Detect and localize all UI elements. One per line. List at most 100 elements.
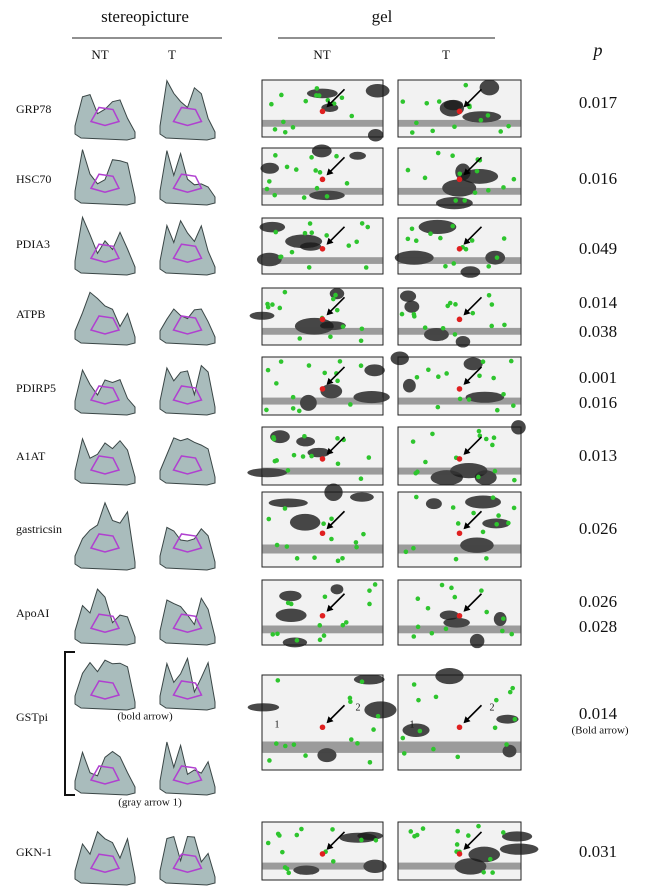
p-value: 0.016 bbox=[579, 393, 617, 412]
green-dot bbox=[502, 323, 507, 328]
green-dot bbox=[335, 379, 340, 384]
gel-spot bbox=[250, 312, 275, 320]
header-t: T bbox=[442, 47, 450, 62]
gel-spot bbox=[349, 152, 366, 160]
green-dot bbox=[321, 521, 326, 526]
gel-spot bbox=[368, 129, 383, 141]
green-dot bbox=[281, 120, 286, 125]
green-dot bbox=[445, 304, 450, 309]
green-dot bbox=[462, 198, 467, 203]
green-dot bbox=[371, 727, 376, 732]
green-dot bbox=[303, 753, 308, 758]
gel-image bbox=[261, 145, 383, 205]
green-dot bbox=[495, 255, 500, 260]
green-dot bbox=[345, 181, 350, 186]
green-dot bbox=[346, 243, 351, 248]
gel-image bbox=[262, 822, 387, 880]
green-dot bbox=[317, 623, 322, 628]
green-dot bbox=[274, 741, 279, 746]
green-dot bbox=[410, 130, 415, 135]
green-dot bbox=[355, 741, 360, 746]
stereo-plot bbox=[75, 439, 135, 485]
green-dot bbox=[411, 634, 416, 639]
green-dot bbox=[272, 193, 277, 198]
green-dot bbox=[273, 127, 278, 132]
green-dot bbox=[283, 130, 288, 135]
p-value: 0.014 bbox=[579, 293, 618, 312]
green-dot bbox=[360, 679, 365, 684]
green-dot bbox=[510, 686, 515, 691]
red-dot bbox=[320, 530, 326, 536]
gel-spot bbox=[364, 701, 396, 718]
green-dot bbox=[494, 698, 499, 703]
green-dot bbox=[277, 306, 282, 311]
green-dot bbox=[303, 99, 308, 104]
red-dot bbox=[457, 456, 463, 462]
green-dot bbox=[338, 359, 343, 364]
gel-background bbox=[398, 492, 521, 567]
gel-spot bbox=[283, 638, 307, 648]
green-dot bbox=[402, 751, 407, 756]
green-dot bbox=[453, 332, 458, 337]
green-dot bbox=[449, 586, 454, 591]
red-dot bbox=[320, 613, 326, 619]
gel-spot bbox=[261, 163, 279, 174]
p-value: 0.028 bbox=[579, 617, 617, 636]
green-dot bbox=[297, 409, 302, 414]
gel-band bbox=[398, 863, 521, 870]
green-dot bbox=[426, 606, 431, 611]
green-dot bbox=[317, 93, 322, 98]
green-dot bbox=[322, 371, 327, 376]
gel-spot bbox=[404, 301, 419, 313]
green-dot bbox=[275, 543, 280, 548]
green-dot bbox=[491, 495, 496, 500]
green-dot bbox=[280, 850, 285, 855]
stereo-plot bbox=[160, 81, 215, 140]
gel-image bbox=[398, 492, 521, 567]
green-dot bbox=[273, 459, 278, 464]
green-dot bbox=[512, 177, 517, 182]
green-dot bbox=[444, 371, 449, 376]
green-dot bbox=[360, 221, 365, 226]
green-dot bbox=[456, 521, 461, 526]
green-dot bbox=[279, 93, 284, 98]
green-dot bbox=[265, 302, 270, 307]
green-dot bbox=[414, 121, 419, 126]
gel-band bbox=[398, 328, 521, 335]
green-dot bbox=[340, 95, 345, 100]
surface bbox=[75, 95, 135, 140]
protein-label: gastricsin bbox=[16, 522, 62, 536]
red-dot bbox=[457, 386, 463, 392]
green-dot bbox=[455, 755, 460, 760]
stereo-plot bbox=[160, 527, 215, 570]
stereo-plot bbox=[160, 598, 215, 645]
green-dot bbox=[486, 113, 491, 118]
green-dot bbox=[454, 557, 459, 562]
gel-image bbox=[398, 420, 526, 485]
stereo-plot bbox=[75, 217, 135, 275]
gel-spot bbox=[426, 498, 442, 509]
gel-image bbox=[398, 822, 538, 880]
stereo-plot bbox=[160, 438, 215, 485]
green-dot bbox=[291, 395, 296, 400]
green-dot bbox=[414, 495, 419, 500]
green-dot bbox=[318, 638, 323, 643]
green-dot bbox=[501, 830, 506, 835]
green-dot bbox=[313, 168, 318, 173]
green-dot bbox=[430, 129, 435, 134]
green-dot bbox=[323, 594, 328, 599]
green-dot bbox=[265, 187, 270, 192]
green-dot bbox=[333, 293, 338, 298]
stereo-plot bbox=[75, 660, 135, 710]
green-dot bbox=[295, 556, 300, 561]
gel-spot bbox=[248, 703, 279, 711]
gel-spot bbox=[300, 242, 321, 250]
green-dot bbox=[486, 264, 491, 269]
green-dot bbox=[329, 516, 334, 521]
p-value: 0.001 bbox=[579, 368, 617, 387]
green-dot bbox=[376, 714, 381, 719]
gel-spot bbox=[465, 495, 501, 508]
gel-background bbox=[398, 357, 521, 415]
green-dot bbox=[423, 460, 428, 465]
green-dot bbox=[324, 233, 329, 238]
